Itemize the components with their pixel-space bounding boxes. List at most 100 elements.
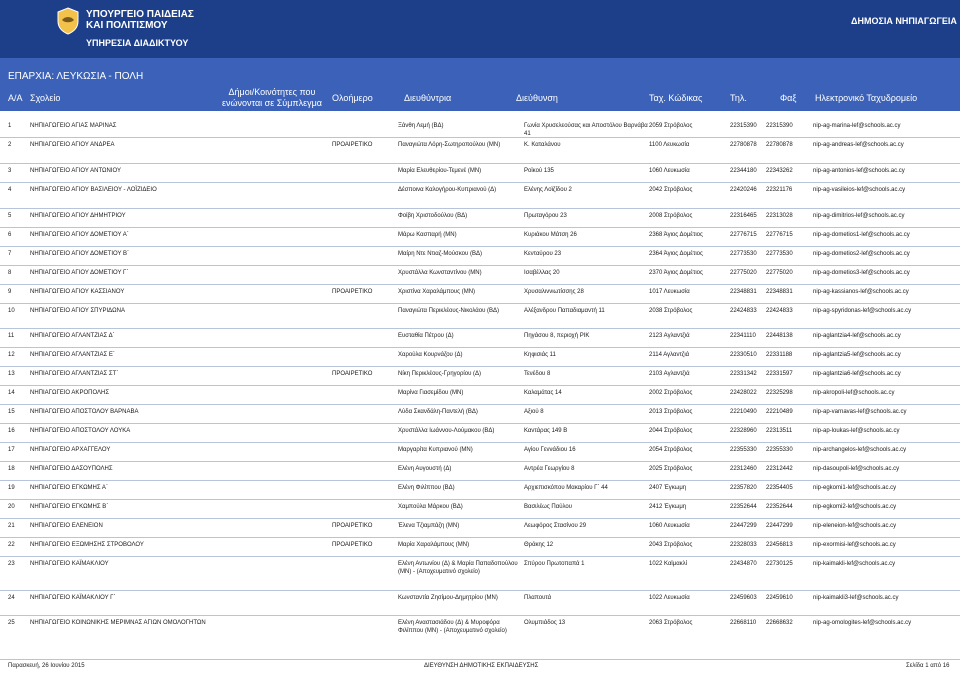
row-number-cell: 1 — [8, 123, 12, 129]
school-name-cell: ΝΗΠΙΑΓΩΓΕΙΟ ΑΓΙΟΥ ΒΑΣΙΛΕΙΟΥ - ΛΟΪΖΙΔΕΙΟ — [30, 187, 157, 193]
ministry-line-1: ΥΠΟΥΡΓΕΙΟ ΠΑΙΔΕΙΑΣ — [86, 9, 194, 20]
phone-cell: 22210490 — [730, 409, 757, 415]
email-cell[interactable]: nip-kaimakli-lef@schools.ac.cy — [813, 561, 896, 567]
table-row: 2 ΝΗΠΙΑΓΩΓΕΙΟ ΑΓΙΟΥ ΑΝΔΡΕΑ ΠΡΟΑΙΡΕΤΙΚΟ Πανα… — [0, 138, 960, 164]
phone-cell: 22357820 — [730, 485, 757, 491]
director-name-cell: Μαρία Ελευθερίου-Τεμενέ (ΜΝ) — [398, 168, 482, 174]
fax-cell: 22331188 — [766, 352, 793, 358]
phone-cell: 22312460 — [730, 466, 757, 472]
table-row: 19 ΝΗΠΙΑΓΩΓΕΙΟ ΕΓΚΩΜΗΣ Α΄ Ελένη Φιλίππου (… — [0, 481, 960, 500]
director-name-cell: Έλενα Τζιαμπάζη (ΜΝ) — [398, 523, 460, 529]
email-cell[interactable]: nip-dasoupoli-lef@schools.ac.cy — [813, 466, 900, 472]
director-name-cell: Μάρω Κασπαρή (ΜΝ) — [398, 232, 457, 238]
email-cell[interactable]: nip-ag-marina-lef@schools.ac.cy — [813, 123, 901, 129]
row-number-cell: 19 — [8, 485, 15, 491]
address-cell: Βασιλέως Παύλου — [524, 504, 573, 510]
phone-cell: 22428022 — [730, 390, 757, 396]
email-cell[interactable]: nip-akropoli-lef@schools.ac.cy — [813, 390, 895, 396]
fullday-flag-cell: ΠΡΟΑΙΡΕΤΙΚΟ — [332, 542, 373, 548]
director-name-cell: Χαρούλα Κουρνάζου (Δ) — [398, 352, 463, 358]
school-name-cell: ΝΗΠΙΑΓΩΓΕΙΟ ΔΑΣΟΥΠΟΛΗΣ — [30, 466, 113, 472]
director-name-cell: Μαίρη Ντε Ντιαζ-Μούσκου (ΒΔ) — [398, 251, 482, 257]
address-cell: Αρχιεπισκόπου Μακαρίου Γ΄ 44 — [524, 485, 608, 491]
email-cell[interactable]: nip-ap-varnavas-lef@schools.ac.cy — [813, 409, 907, 415]
fax-cell: 22776715 — [766, 232, 793, 238]
email-cell[interactable]: nip-egkomi1-lef@schools.ac.cy — [813, 485, 897, 491]
phone-cell: 22330510 — [730, 352, 757, 358]
email-cell[interactable]: nip-ag-dimitrios-lef@schools.ac.cy — [813, 213, 905, 219]
email-cell[interactable]: nip-ag-omologites-lef@schools.ac.cy — [813, 620, 912, 626]
phone-cell: 22668110 — [730, 620, 757, 626]
director-name-cell: Χρυστάλλα Ιωάννου-Λούμακου (ΒΔ) — [398, 428, 495, 434]
table-row: 24 ΝΗΠΙΑΓΩΓΕΙΟ ΚΑΪΜΑΚΛΙΟΥ Γ΄ Κωνσταντία Ζη… — [0, 591, 960, 616]
email-cell[interactable]: nip-ap-loukas-lef@schools.ac.cy — [813, 428, 900, 434]
row-number-cell: 6 — [8, 232, 12, 238]
address-cell: Ροϊκού 135 — [524, 168, 554, 174]
email-cell[interactable]: nip-aglantzia6-lef@schools.ac.cy — [813, 371, 901, 377]
col-postcode: Ταχ. Κώδικας — [649, 93, 703, 103]
email-cell[interactable]: nip-egkomi2-lef@schools.ac.cy — [813, 504, 897, 510]
email-cell[interactable]: nip-ag-vasileios-lef@schools.ac.cy — [813, 187, 906, 193]
postcode-cell: 1022 Καϊμακλί — [649, 561, 688, 567]
school-name-cell: ΝΗΠΙΑΓΩΓΕΙΟ ΑΓΙΟΥ ΚΑΣΣΙΑΝΟΥ — [30, 289, 125, 295]
email-cell[interactable]: nip-exormisi-lef@schools.ac.cy — [813, 542, 896, 548]
email-cell[interactable]: nip-ag-antonios-lef@schools.ac.cy — [813, 168, 905, 174]
email-cell[interactable]: nip-eleneion-lef@schools.ac.cy — [813, 523, 897, 529]
email-cell[interactable]: nip-ag-dometios3-lef@schools.ac.cy — [813, 270, 910, 276]
address-cell: Σπύρου Πρωτοπαπά 1 — [524, 561, 585, 567]
postcode-cell: 1100 Λευκωσία — [649, 142, 690, 148]
phone-cell: 22316465 — [730, 213, 757, 219]
row-number-cell: 22 — [8, 542, 15, 548]
postcode-cell: 2043 Στρόβολος — [649, 542, 693, 548]
email-cell[interactable]: nip-aglantzia4-lef@schools.ac.cy — [813, 333, 901, 339]
row-number-cell: 12 — [8, 352, 15, 358]
email-cell[interactable]: nip-ag-kassianos-lef@schools.ac.cy — [813, 289, 909, 295]
email-cell[interactable]: nip-ag-spyridonas-lef@schools.ac.cy — [813, 308, 912, 314]
row-number-cell: 7 — [8, 251, 12, 257]
column-header-row: Α/Α Σχολείο Δήμοι/Κοινότητες που ενώνοντ… — [0, 87, 960, 111]
school-name-cell: ΝΗΠΙΑΓΩΓΕΙΟ ΑΓΛΑΝΤΖΙΑΣ Δ΄ — [30, 333, 115, 339]
fax-cell: 22348831 — [766, 289, 793, 295]
email-cell[interactable]: nip-ag-dometios2-lef@schools.ac.cy — [813, 251, 910, 257]
postcode-cell: 1060 Λευκωσία — [649, 168, 690, 174]
table-row: 7 ΝΗΠΙΑΓΩΓΕΙΟ ΑΓΙΟΥ ΔΟΜΕΤΙΟΥ Β΄ Μαίρη Ντε … — [0, 247, 960, 266]
school-name-cell: ΝΗΠΙΑΓΩΓΕΙΟ ΕΓΚΩΜΗΣ Β΄ — [30, 504, 109, 510]
school-name-cell: ΝΗΠΙΑΓΩΓΕΙΟ ΑΓΙΟΥ ΑΝΔΡΕΑ — [30, 142, 115, 148]
table-row: 12 ΝΗΠΙΑΓΩΓΕΙΟ ΑΓΛΑΝΤΖΙΑΣ Ε΄ Χαρούλα Κουρν… — [0, 348, 960, 367]
school-name-cell: ΝΗΠΙΑΓΩΓΕΙΟ ΑΓΛΑΝΤΖΙΑΣ ΣΤ΄ — [30, 371, 119, 377]
postcode-cell: 2407 Έγκωμη — [649, 485, 687, 491]
email-cell[interactable]: nip-ag-andreas-lef@schools.ac.cy — [813, 142, 904, 148]
address-cell: Κυριάκου Μάτση 26 — [524, 232, 577, 238]
table-row: 8 ΝΗΠΙΑΓΩΓΕΙΟ ΑΓΙΟΥ ΔΟΜΕΤΙΟΥ Γ΄ Χρυστάλλα … — [0, 266, 960, 285]
email-cell[interactable]: nip-kaimakli3-lef@schools.ac.cy — [813, 595, 899, 601]
col-fullday: Ολοήμερο — [332, 93, 373, 103]
table-row: 6 ΝΗΠΙΑΓΩΓΕΙΟ ΑΓΙΟΥ ΔΟΜΕΤΙΟΥ Α΄ Μάρω Κασπα… — [0, 228, 960, 247]
fax-cell: 22321176 — [766, 187, 793, 193]
postcode-cell: 2054 Στρόβολος — [649, 447, 693, 453]
col-address: Διεύθυνση — [516, 93, 558, 103]
address-cell: Πηγάσου 8, περιοχή ΡΙΚ — [524, 333, 590, 339]
director-name-cell: Ελένη Αντωνίου (Δ) & Μαρία Παπαδοπούλου … — [398, 561, 518, 575]
fax-cell: 22773530 — [766, 251, 793, 257]
col-email: Ηλεκτρονικό Ταχυδρομείο — [815, 93, 918, 103]
phone-cell: 22775020 — [730, 270, 757, 276]
email-cell[interactable]: nip-ag-dometios1-lef@schools.ac.cy — [813, 232, 910, 238]
fullday-flag-cell: ΠΡΟΑΙΡΕΤΙΚΟ — [332, 142, 373, 148]
director-name-cell: Μαρίνα Γιασεμίδου (ΜΝ) — [398, 390, 464, 396]
table-row: 3 ΝΗΠΙΑΓΩΓΕΙΟ ΑΓΙΟΥ ΑΝΤΩΝΙΟΥ Μαρία Ελευθερ… — [0, 164, 960, 183]
table-row: 17 ΝΗΠΙΑΓΩΓΕΙΟ ΑΡΧΑΓΓΕΛΟΥ Μαργαρίτα Κυπρια… — [0, 443, 960, 462]
postcode-cell: 2114 Αγλαντζιά — [649, 352, 690, 358]
row-number-cell: 10 — [8, 308, 15, 314]
row-number-cell: 11 — [8, 333, 15, 339]
row-number-cell: 13 — [8, 371, 15, 377]
school-name-cell: ΝΗΠΙΑΓΩΓΕΙΟ ΚΑΪΜΑΚΛΙΟΥ Γ΄ — [30, 595, 116, 601]
phone-cell: 22328960 — [730, 428, 757, 434]
director-name-cell: Φοίβη Χριστοδούλου (ΒΔ) — [398, 213, 468, 219]
fax-cell: 22354405 — [766, 485, 793, 491]
email-cell[interactable]: nip-aglantzia5-lef@schools.ac.cy — [813, 352, 901, 358]
row-number-cell: 20 — [8, 504, 15, 510]
phone-cell: 22341110 — [730, 333, 756, 339]
fax-cell: 22355330 — [766, 447, 793, 453]
email-cell[interactable]: nip-archangelos-lef@schools.ac.cy — [813, 447, 907, 453]
school-name-cell: ΝΗΠΙΑΓΩΓΕΙΟ ΑΓΙΑΣ ΜΑΡΙΝΑΣ — [30, 123, 117, 129]
